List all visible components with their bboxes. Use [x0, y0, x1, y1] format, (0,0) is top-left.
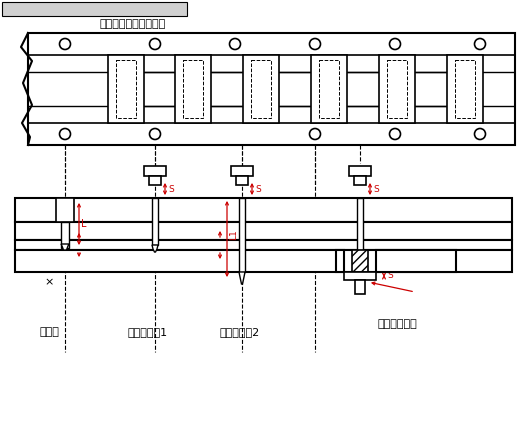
Bar	[116, 60, 136, 118]
Bar	[152, 198, 158, 245]
Circle shape	[474, 39, 485, 49]
Text: ノックアウト: ノックアウト	[378, 319, 418, 329]
Circle shape	[150, 39, 161, 49]
Text: S: S	[387, 271, 393, 280]
Bar	[2, 2, 187, 16]
Bar	[354, 176, 366, 185]
Circle shape	[229, 39, 240, 49]
Bar	[61, 222, 69, 248]
Bar	[352, 250, 368, 272]
Bar	[144, 166, 166, 176]
Bar	[183, 60, 203, 118]
Circle shape	[309, 39, 320, 49]
Bar	[387, 60, 407, 118]
Bar	[56, 198, 74, 222]
Bar	[319, 60, 339, 118]
Bar	[355, 280, 365, 294]
Bar	[15, 250, 512, 272]
Circle shape	[150, 129, 161, 139]
Text: S: S	[255, 185, 261, 194]
Bar	[311, 55, 347, 123]
Bar	[15, 222, 512, 240]
Bar	[239, 198, 245, 272]
Polygon shape	[61, 244, 69, 250]
Bar	[344, 272, 376, 280]
Bar	[149, 176, 161, 185]
Circle shape	[474, 129, 485, 139]
Text: 穴抜き: 穴抜き	[40, 327, 60, 337]
Bar	[455, 60, 475, 118]
Text: S: S	[168, 185, 174, 194]
Bar	[175, 55, 211, 123]
Bar	[349, 166, 371, 176]
Circle shape	[309, 129, 320, 139]
Bar	[231, 166, 253, 176]
Bar	[376, 250, 456, 272]
Text: パイロット1: パイロット1	[127, 327, 167, 337]
Text: 【図1】パンチ、パイロットの設計: 【図1】パンチ、パイロットの設計	[4, 3, 105, 13]
Bar	[379, 55, 415, 123]
Bar	[236, 176, 248, 185]
Circle shape	[60, 39, 71, 49]
Text: ×: ×	[44, 277, 54, 287]
Circle shape	[389, 129, 401, 139]
Text: S: S	[373, 185, 379, 194]
Circle shape	[389, 39, 401, 49]
Bar	[243, 55, 279, 123]
Bar	[336, 250, 344, 272]
Text: L: L	[81, 219, 86, 229]
Bar	[357, 198, 363, 250]
Polygon shape	[152, 245, 158, 252]
Bar	[108, 55, 144, 123]
Text: パイロット2: パイロット2	[220, 327, 260, 337]
Bar	[28, 33, 515, 145]
Bar	[251, 60, 271, 118]
Text: L1: L1	[229, 230, 238, 240]
Polygon shape	[239, 272, 245, 284]
Text: ストリップレイアウト: ストリップレイアウト	[100, 19, 166, 29]
Bar	[15, 198, 512, 222]
Bar	[15, 240, 512, 250]
Circle shape	[60, 129, 71, 139]
Bar	[447, 55, 483, 123]
